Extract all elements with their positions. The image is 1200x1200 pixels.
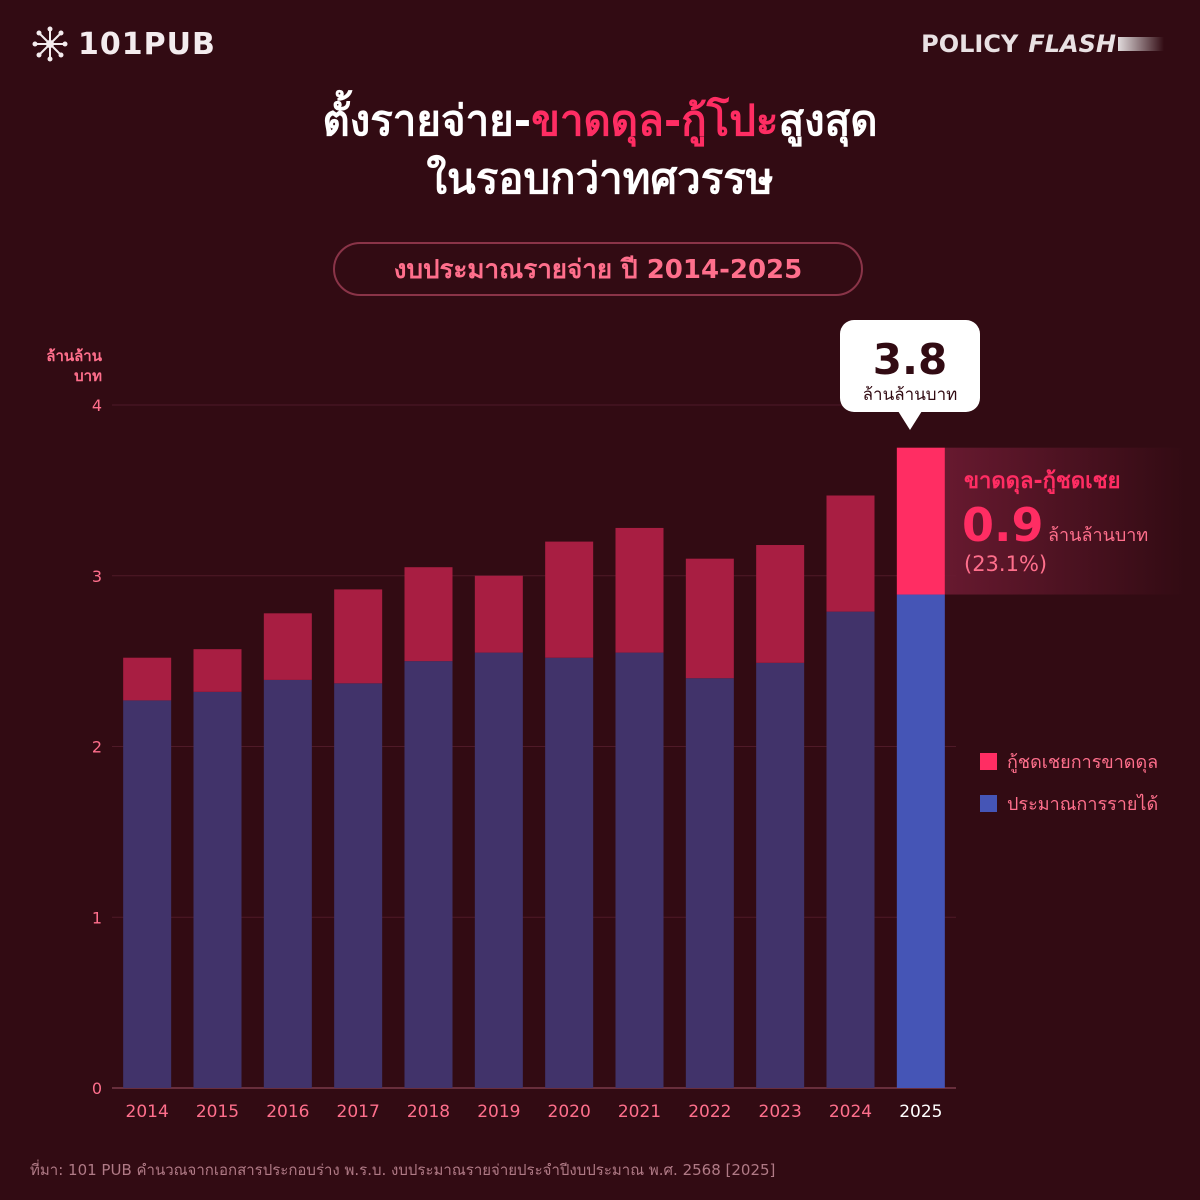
bar-deficit-2014 xyxy=(123,657,172,701)
callout-box xyxy=(840,320,980,412)
legend-swatch-revenue xyxy=(980,794,997,812)
x-tick-label: 2023 xyxy=(759,1102,802,1122)
legend-item-deficit: กู้ชดเชยการขาดดุล xyxy=(980,740,1158,782)
y-unit-line-2: บาท xyxy=(74,367,102,385)
legend-label-revenue: ประมาณการรายได้ xyxy=(1007,793,1159,815)
y-unit-line-1: ล้านล้าน xyxy=(46,347,102,365)
brand-flash: FLASH xyxy=(1028,30,1116,58)
x-tick-label: 2016 xyxy=(266,1102,309,1122)
bar-revenue-2020 xyxy=(545,657,594,1088)
bar-revenue-2021 xyxy=(615,652,664,1088)
bar-deficit-2021 xyxy=(615,527,664,653)
brand-mark: POLICY FLASH xyxy=(921,30,1164,58)
bar-deficit-2024 xyxy=(826,495,875,612)
title-part-1: ตั้งรายจ่าย- xyxy=(322,96,532,145)
deficit-title: ขาดดุล-กู้ชดเชย xyxy=(964,469,1120,495)
bar-revenue-2018 xyxy=(404,661,453,1088)
bar-revenue-2022 xyxy=(685,678,734,1088)
total-callout: 3.8 ล้านล้านบาท xyxy=(840,320,980,430)
bar-deficit-2017 xyxy=(334,589,383,684)
bar-revenue-2016 xyxy=(263,679,312,1088)
bar-revenue-2024 xyxy=(826,611,875,1088)
subtitle-pill: งบประมาณรายจ่าย ปี 2014-2025 xyxy=(333,242,863,296)
bar-deficit-2023 xyxy=(756,545,805,663)
callout-unit: ล้านล้านบาท xyxy=(863,385,958,405)
bar-revenue-2017 xyxy=(334,683,383,1088)
y-unit-label: ล้านล้าน บาท xyxy=(20,346,102,386)
title-line-1: ตั้งรายจ่าย-ขาดดุล-กู้โปะสูงสุด xyxy=(0,92,1200,150)
logo-text: 101PUB xyxy=(78,26,216,62)
y-tick-label: 4 xyxy=(92,396,102,415)
bar-deficit-2016 xyxy=(263,613,312,680)
x-tick-label: 2025 xyxy=(899,1102,942,1122)
callout-value: 3.8 xyxy=(873,335,947,384)
network-icon xyxy=(32,26,68,62)
x-tick-label: 2022 xyxy=(688,1102,731,1122)
bar-revenue-2023 xyxy=(756,662,805,1088)
bar-revenue-2025 xyxy=(896,594,945,1088)
y-tick-label: 3 xyxy=(92,567,102,586)
y-tick-label: 1 xyxy=(92,908,102,927)
x-tick-label: 2015 xyxy=(196,1102,239,1122)
x-tick-label: 2018 xyxy=(407,1102,450,1122)
title-part-2: สูงสุด xyxy=(778,96,878,145)
x-tick-label: 2017 xyxy=(337,1102,380,1122)
x-tick-label: 2014 xyxy=(126,1102,169,1122)
bar-deficit-2015 xyxy=(193,649,242,692)
page-title: ตั้งรายจ่าย-ขาดดุล-กู้โปะสูงสุด ในรอบกว่… xyxy=(0,92,1200,208)
bar-revenue-2015 xyxy=(193,691,242,1088)
callout-pointer xyxy=(898,411,922,430)
deficit-unit: ล้านล้านบาท xyxy=(1048,525,1148,546)
deficit-percent: (23.1%) xyxy=(964,552,1047,576)
deficit-value: 0.9 xyxy=(962,498,1044,552)
logo: 101PUB xyxy=(32,26,216,62)
bar-deficit-2020 xyxy=(545,541,594,658)
flash-streak-icon xyxy=(1118,37,1164,51)
brand-policy: POLICY xyxy=(921,30,1019,58)
x-tick-label: 2020 xyxy=(548,1102,591,1122)
legend-swatch-deficit xyxy=(980,752,997,770)
bar-revenue-2019 xyxy=(474,652,523,1088)
title-highlight: ขาดดุล-กู้โปะ xyxy=(531,96,779,145)
x-tick-label: 2019 xyxy=(477,1102,520,1122)
y-tick-label: 0 xyxy=(92,1079,102,1098)
title-line-2: ในรอบกว่าทศวรรษ xyxy=(426,154,774,203)
bar-deficit-2019 xyxy=(474,575,523,653)
deficit-annotation-band xyxy=(944,447,1185,595)
legend: กู้ชดเชยการขาดดุล ประมาณการรายได้ xyxy=(980,740,1158,824)
legend-label-deficit: กู้ชดเชยการขาดดุล xyxy=(1007,751,1159,773)
bar-deficit-2025 xyxy=(896,447,945,595)
x-tick-label: 2024 xyxy=(829,1102,872,1122)
legend-item-revenue: ประมาณการรายได้ xyxy=(980,782,1158,824)
bar-deficit-2018 xyxy=(404,567,453,662)
source-note: ที่มา: 101 PUB คำนวณจากเอกสารประกอบร่าง … xyxy=(30,1161,776,1179)
bar-revenue-2014 xyxy=(123,700,172,1088)
x-tick-label: 2021 xyxy=(618,1102,661,1122)
y-tick-label: 2 xyxy=(92,738,102,757)
deficit-annotation: ขาดดุล-กู้ชดเชย 0.9 ล้านล้านบาท (23.1%) xyxy=(962,469,1148,576)
bar-deficit-2022 xyxy=(685,558,734,679)
